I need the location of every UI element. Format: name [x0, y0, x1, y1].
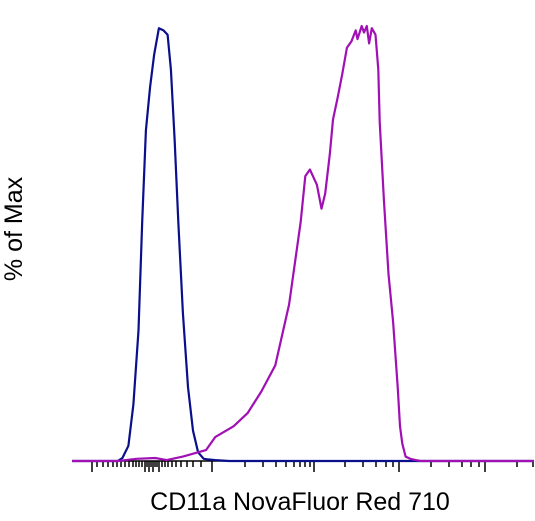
series-layer [72, 24, 534, 463]
series-line-1 [72, 27, 534, 463]
y-axis-label: % of Max [0, 176, 28, 281]
x-axis-label: CD11a NovaFluor Red 710 [150, 488, 450, 516]
x-axis-ticks [91, 461, 534, 472]
series-line-2 [72, 24, 534, 463]
